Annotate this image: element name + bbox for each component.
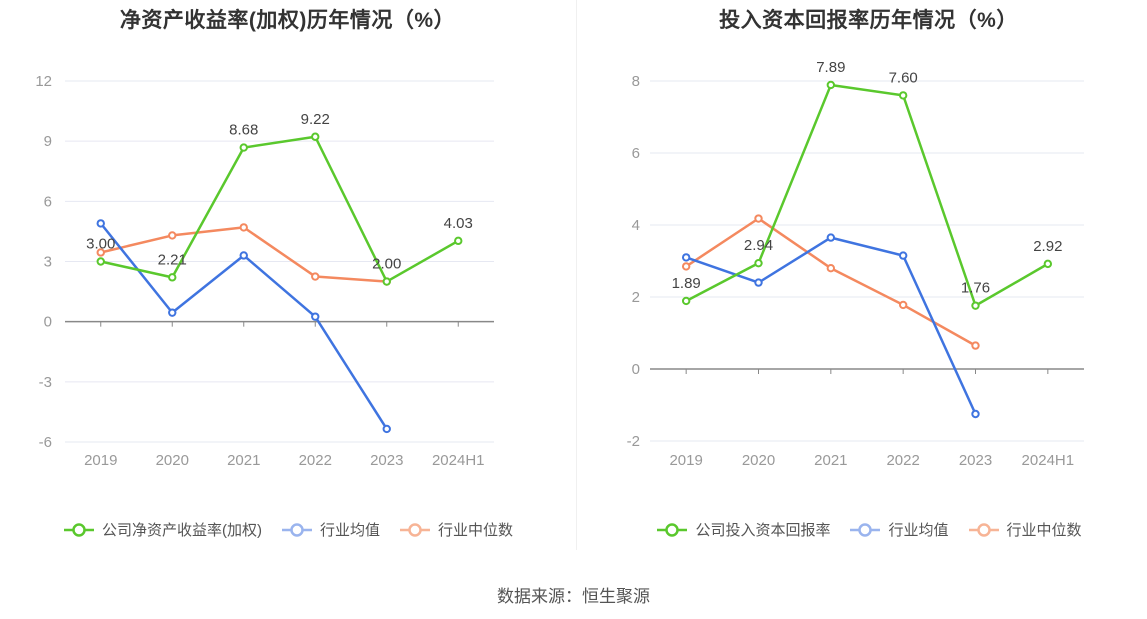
data-point-median — [239, 223, 248, 232]
data-source-note: 数据来源：恒生聚源 — [497, 587, 650, 606]
legend-median-marker-icon — [400, 522, 430, 537]
legend-median-marker-icon — [968, 522, 999, 537]
data-point-company — [1043, 259, 1053, 269]
legend-label: 行业中位数 — [438, 522, 514, 539]
y-tick-label: 4 — [632, 217, 640, 234]
x-tick-label: 2023 — [370, 452, 403, 469]
x-tick-label: 2022 — [886, 452, 919, 469]
y-tick-label: 2 — [632, 289, 640, 306]
legend-item-median[interactable]: 行业中位数 — [967, 519, 1082, 540]
data-point-median — [681, 262, 691, 271]
roic-chart-panel: 投入资本回报率历年情况（%） -2 0 2 4 6 8 2019 2020 2021 2022 20… — [590, 0, 1147, 560]
x-tick-label: 2020 — [156, 452, 189, 469]
data-point-median — [971, 341, 980, 350]
chart-title: 净资产收益率(加权)历年情况（%） — [119, 9, 456, 32]
data-label: 2.21 — [158, 251, 187, 268]
chart-legend: 公司净资产收益率(加权) 行业均值 行业中位数 — [0, 519, 575, 540]
y-tick-label: -6 — [39, 434, 52, 451]
legend-avg-marker-icon — [850, 522, 881, 537]
data-label: 7.60 — [889, 69, 918, 86]
legend-item-company[interactable]: 公司净资产收益率(加权) — [62, 519, 262, 540]
x-tick-label: 2021 — [227, 452, 260, 469]
legend-company-marker-icon — [63, 522, 94, 537]
data-point-company — [826, 80, 836, 90]
data-point-median — [754, 214, 763, 223]
y-tick-label: 12 — [35, 73, 52, 90]
x-tick-label: 2022 — [299, 452, 332, 469]
roe-chart-panel: 净资产收益率(加权)历年情况（%） -6 -3 0 3 6 9 12 2019 2020 2021… — [0, 0, 575, 560]
data-label: 1.89 — [672, 275, 701, 292]
data-point-avg — [826, 233, 836, 242]
roe-line-chart: -6 -3 0 3 6 9 12 2019 2020 2021 2022 2023 2024H1 3.00… — [35, 73, 494, 469]
data-label: 2.94 — [744, 237, 773, 254]
y-tick-label: 8 — [632, 73, 640, 90]
legend-label: 行业均值 — [319, 522, 380, 539]
data-point-avg — [239, 251, 248, 260]
data-point-avg — [681, 253, 691, 262]
data-point-avg — [382, 424, 391, 434]
y-tick-label: 9 — [44, 133, 52, 150]
data-point-company — [239, 143, 248, 152]
legend-item-avg[interactable]: 行业均值 — [848, 519, 949, 540]
data-point-company — [454, 236, 463, 246]
x-tick-label: 2019 — [84, 452, 117, 469]
series-line-company — [100, 135, 459, 283]
data-point-company — [96, 257, 105, 266]
series-line-company — [685, 83, 1049, 307]
legend-avg-marker-icon — [281, 522, 312, 537]
data-point-median — [96, 248, 105, 257]
legend-company-marker-icon — [657, 522, 688, 537]
data-point-avg — [971, 409, 980, 419]
data-point-avg — [311, 312, 320, 321]
data-point-company — [898, 91, 908, 100]
y-tick-label: 0 — [632, 361, 640, 378]
data-point-company — [168, 273, 177, 282]
data-point-company — [311, 132, 320, 141]
chart-legend: 公司投入资本回报率 行业均值 行业中位数 — [590, 519, 1147, 540]
data-point-avg — [754, 278, 763, 287]
data-label: 8.68 — [229, 122, 258, 139]
y-tick-label: -3 — [39, 374, 52, 391]
data-label: 2.00 — [372, 256, 401, 273]
x-tick-label: 2019 — [669, 452, 702, 469]
x-tick-label: 2020 — [742, 452, 775, 469]
data-point-median — [826, 264, 836, 273]
data-point-company — [754, 258, 763, 268]
legend-item-company[interactable]: 公司投入资本回报率 — [655, 519, 830, 540]
data-label: 9.22 — [301, 111, 330, 128]
x-tick-label: 2023 — [959, 452, 992, 469]
roic-line-chart: -2 0 2 4 6 8 2019 2020 2021 2022 2023 2024H1 1.89 2.9… — [627, 59, 1084, 469]
data-point-median — [311, 272, 320, 281]
data-point-company — [382, 277, 391, 286]
data-point-avg — [898, 251, 908, 260]
data-label: 7.89 — [816, 59, 845, 76]
data-label: 1.76 — [961, 280, 990, 297]
data-point-avg — [168, 308, 177, 317]
legend-label: 公司净资产收益率(加权) — [101, 522, 262, 539]
x-tick-label: 2021 — [814, 452, 847, 469]
chart-title: 投入资本回报率历年情况（%） — [719, 9, 1018, 32]
data-point-company — [971, 301, 980, 310]
data-label: 4.03 — [444, 215, 473, 232]
y-tick-label: 3 — [44, 254, 52, 271]
legend-label: 行业均值 — [888, 522, 949, 539]
y-tick-label: 6 — [44, 193, 52, 210]
data-label: 3.00 — [86, 236, 115, 253]
legend-item-avg[interactable]: 行业均值 — [280, 519, 380, 540]
x-tick-label: 2024H1 — [432, 452, 485, 469]
x-tick-label: 2024H1 — [1022, 452, 1075, 469]
y-tick-label: 6 — [632, 145, 640, 162]
y-tick-label: 0 — [44, 314, 52, 331]
data-point-company — [681, 296, 691, 306]
data-point-avg — [96, 219, 105, 228]
panel-divider — [576, 0, 577, 550]
legend-label: 公司投入资本回报率 — [695, 522, 831, 539]
y-tick-label: -2 — [627, 433, 640, 450]
data-point-median — [898, 300, 908, 310]
data-point-median — [168, 231, 177, 240]
legend-label: 行业中位数 — [1006, 522, 1082, 539]
data-label: 2.92 — [1033, 238, 1062, 255]
legend-item-median[interactable]: 行业中位数 — [398, 519, 513, 540]
